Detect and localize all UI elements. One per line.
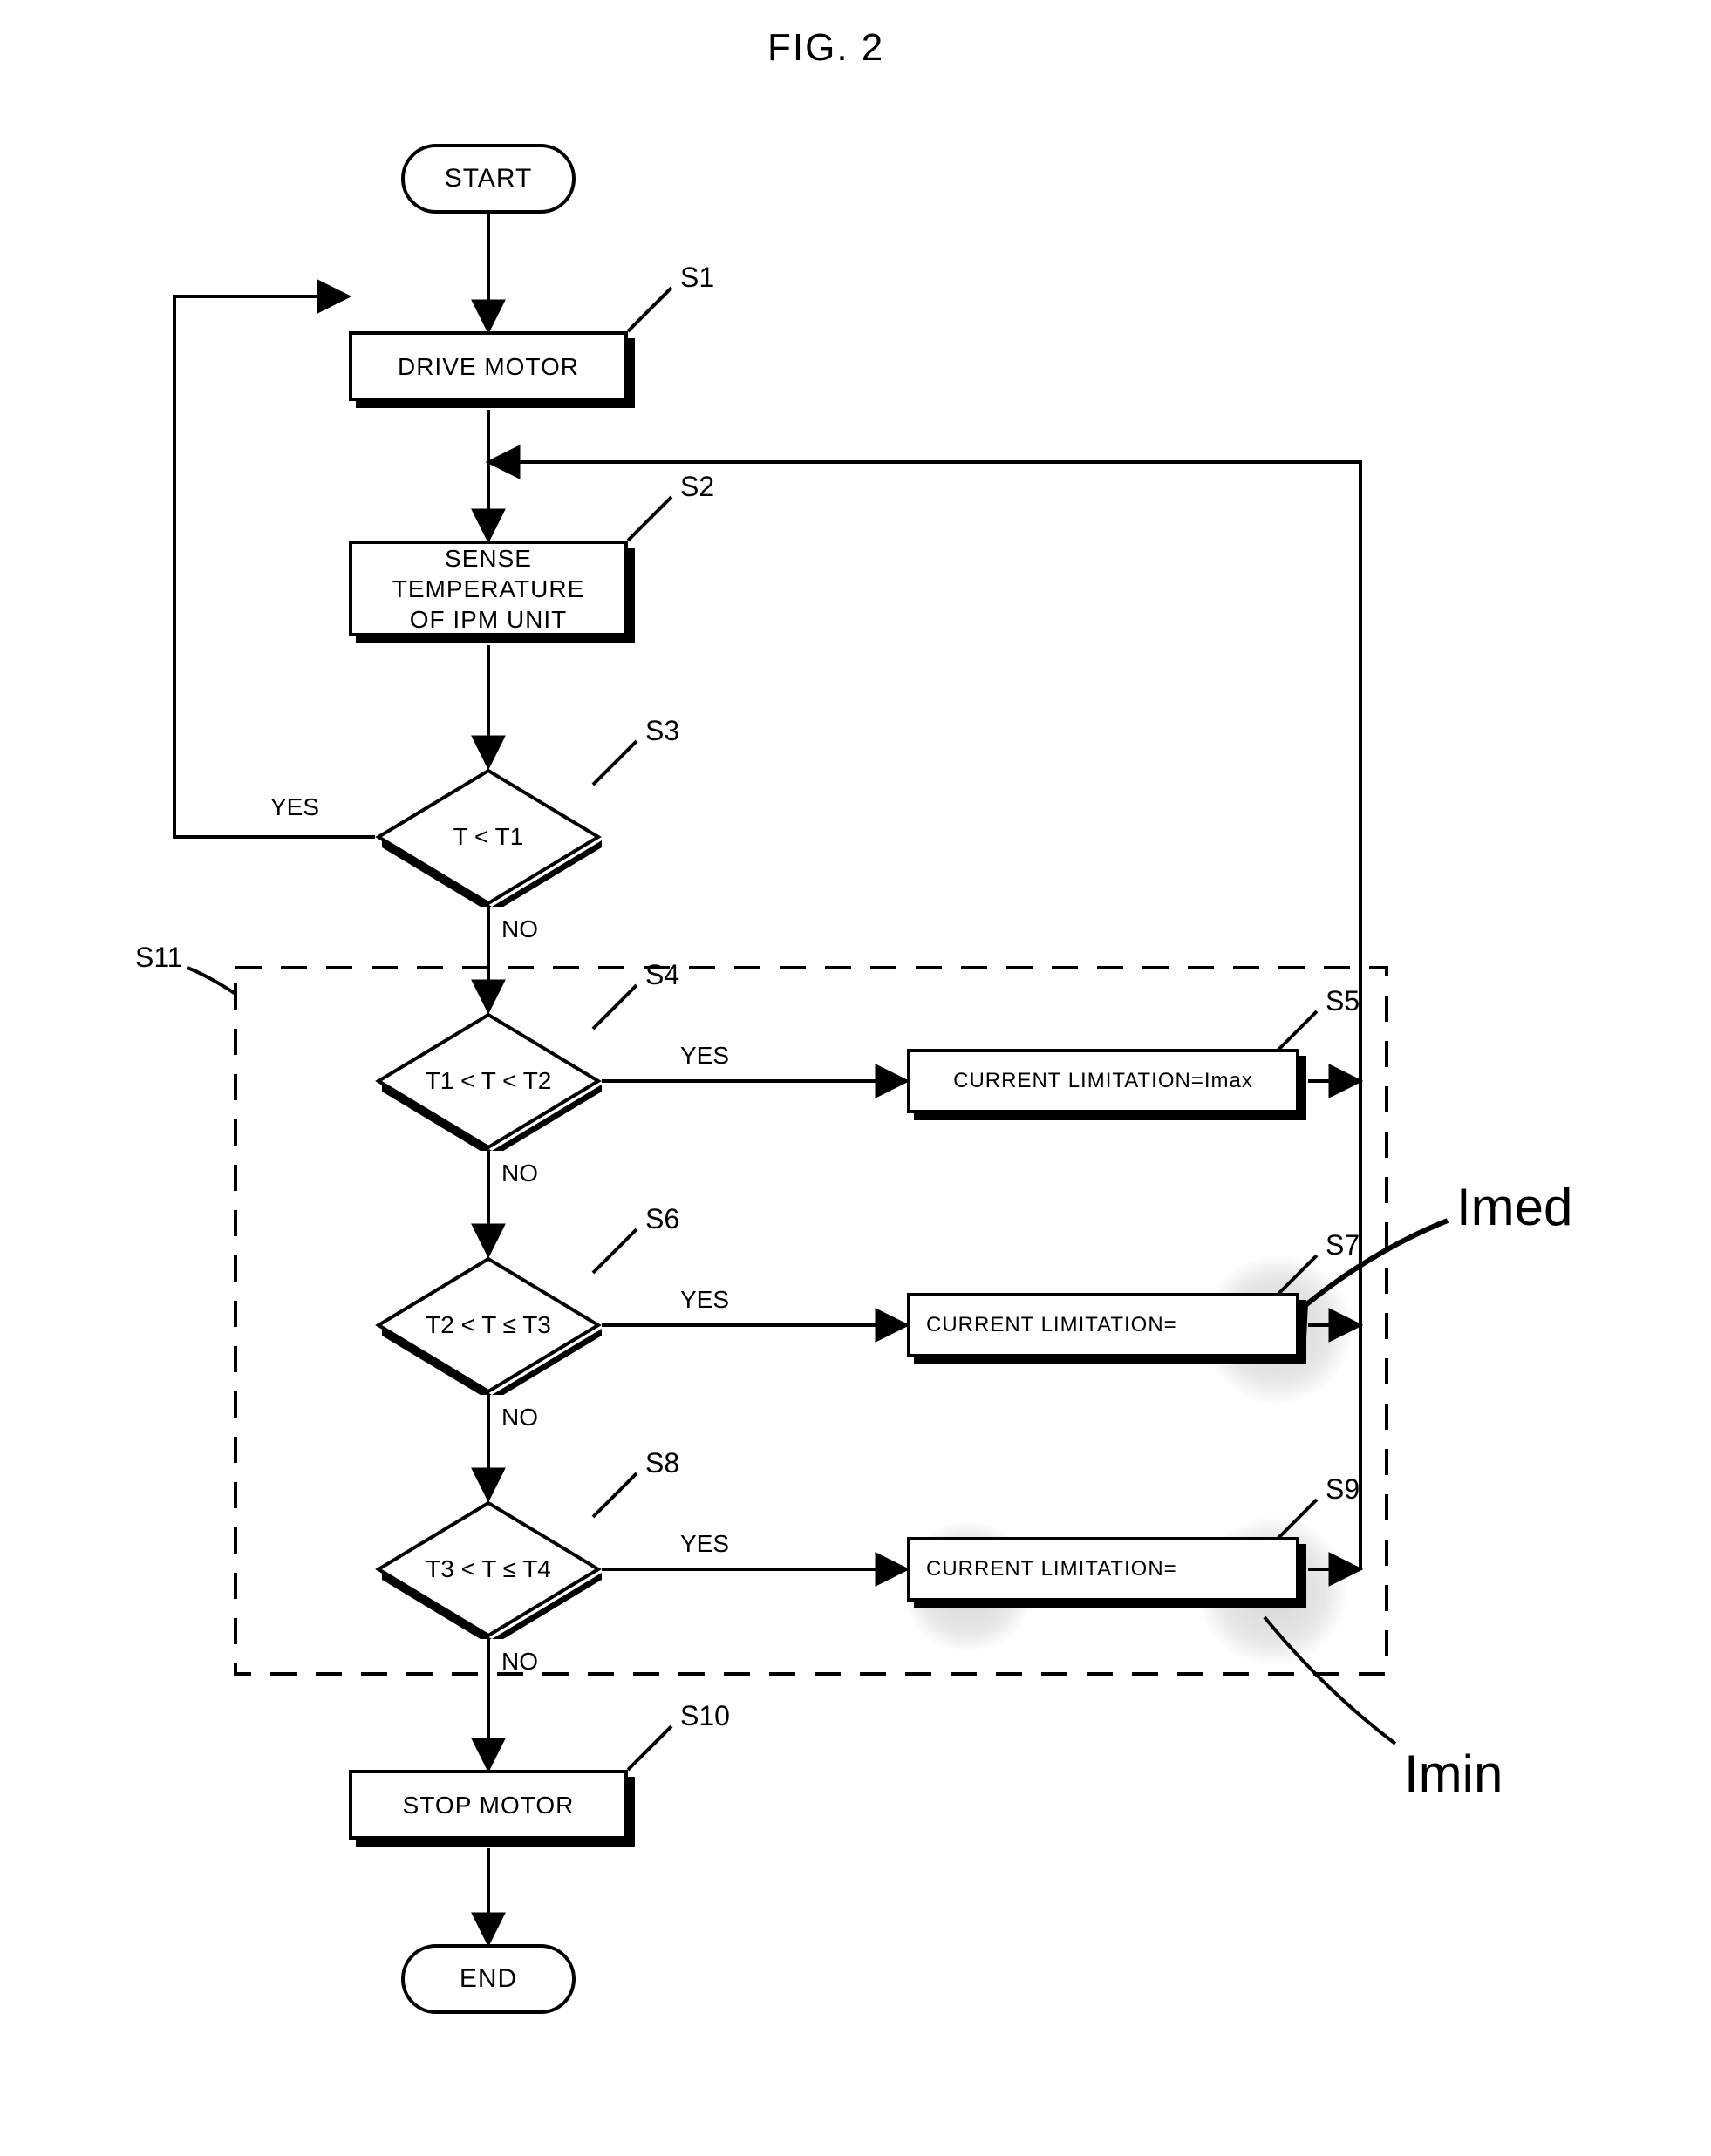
edge-s8-no: NO	[501, 1648, 538, 1676]
process-s5-label: CURRENT LIMITATION=Imax	[953, 1068, 1253, 1094]
decision-s6: T2 < T ≤ T3	[375, 1255, 602, 1395]
flowchart-canvas: FIG. 2	[0, 0, 1711, 2156]
step-label-s4: S4	[645, 959, 679, 991]
start-label: START	[445, 164, 533, 194]
process-s1: DRIVE MOTOR	[349, 331, 628, 401]
process-s7-label: CURRENT LIMITATION=	[926, 1312, 1177, 1338]
edge-s6-yes: YES	[680, 1286, 729, 1314]
step-label-s1: S1	[680, 262, 714, 294]
edge-s4-no: NO	[501, 1160, 538, 1187]
step-label-s7: S7	[1326, 1229, 1360, 1262]
process-s2-label: SENSE TEMPERATURE OF IPM UNIT	[361, 543, 616, 635]
edge-s6-no: NO	[501, 1404, 538, 1432]
annotation-imed: Imed	[1456, 1177, 1572, 1237]
process-s1-label: DRIVE MOTOR	[398, 351, 579, 382]
decision-s6-label: T2 < T ≤ T3	[375, 1255, 602, 1395]
decision-s3-label: T < T1	[375, 767, 602, 907]
process-s10-label: STOP MOTOR	[403, 1790, 575, 1820]
process-s7: CURRENT LIMITATION=	[907, 1293, 1299, 1357]
step-label-s6: S6	[645, 1203, 679, 1235]
step-label-s11: S11	[135, 942, 183, 974]
step-label-s5: S5	[1326, 985, 1360, 1017]
decision-s4: T1 < T < T2	[375, 1011, 602, 1151]
decision-s3: T < T1	[375, 767, 602, 907]
process-s10: STOP MOTOR	[349, 1770, 628, 1840]
decision-s8: T3 < T ≤ T4	[375, 1500, 602, 1639]
edge-s3-no: NO	[501, 915, 538, 943]
edge-s8-yes: YES	[680, 1530, 729, 1558]
end-label: END	[460, 1964, 517, 1994]
process-s9: CURRENT LIMITATION=	[907, 1537, 1299, 1602]
start-terminator: START	[401, 144, 576, 214]
flow-wires	[0, 0, 1711, 2156]
edge-s3-yes: YES	[270, 793, 319, 821]
decision-s4-label: T1 < T < T2	[375, 1011, 602, 1151]
end-terminator: END	[401, 1944, 576, 2014]
edge-s4-yes: YES	[680, 1042, 729, 1070]
step-label-s2: S2	[680, 471, 714, 503]
step-label-s3: S3	[645, 715, 679, 747]
process-s2: SENSE TEMPERATURE OF IPM UNIT	[349, 541, 628, 636]
process-s5: CURRENT LIMITATION=Imax	[907, 1049, 1299, 1113]
step-label-s9: S9	[1326, 1473, 1360, 1506]
decision-s8-label: T3 < T ≤ T4	[375, 1500, 602, 1639]
process-s9-label: CURRENT LIMITATION=	[926, 1556, 1177, 1582]
annotation-imin: Imin	[1404, 1744, 1503, 1804]
step-label-s10: S10	[680, 1700, 730, 1732]
step-label-s8: S8	[645, 1447, 679, 1479]
